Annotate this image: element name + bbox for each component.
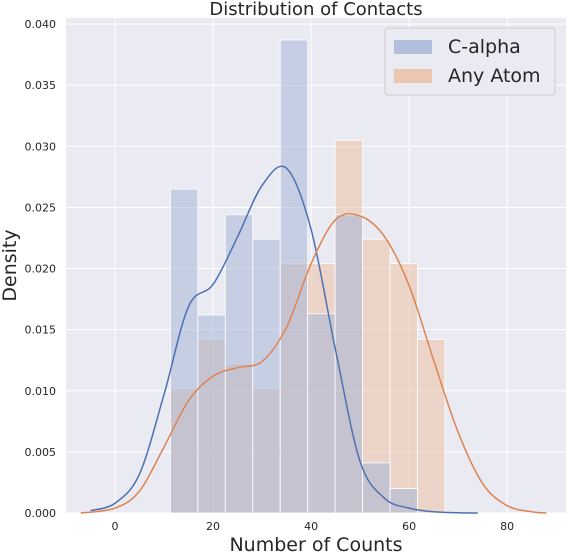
y-tick-label: 0.020 [25,263,57,276]
y-tick-label: 0.005 [25,446,57,459]
x-tick-label: 80 [500,520,514,533]
x-tick-label: 40 [304,520,318,533]
x-tick-label: 0 [112,520,119,533]
any-atom-kde-line [80,213,547,514]
legend-swatch-any-atom [394,69,432,83]
c-alpha-bar [224,214,254,514]
y-tick-label: 0.035 [25,79,57,92]
x-tick-labels: 0 20 40 60 80 [112,520,515,533]
c-alpha-bar [307,313,336,514]
y-axis-label: Density [0,229,21,301]
c-alpha-bars [170,39,418,514]
x-axis-label: Number of Counts [229,534,402,555]
x-tick-label: 60 [402,520,416,533]
legend: C-alpha Any Atom [384,27,556,96]
y-tick-label: 0.040 [25,18,57,31]
any-atom-bar [389,263,418,514]
y-tick-label: 0.000 [25,507,57,520]
c-alpha-bar [334,214,363,514]
any-atom-bar [417,339,446,514]
y-tick-label: 0.030 [25,140,57,153]
kde-curves [80,165,547,514]
c-alpha-bar [362,462,391,514]
c-alpha-bar [279,39,309,514]
y-tick-labels: 0.000 0.005 0.010 0.015 0.020 0.025 0.030 0.035… [25,18,57,520]
y-tick-label: 0.010 [25,385,57,398]
x-tick-label: 20 [206,520,220,533]
y-tick-label: 0.015 [25,324,57,337]
legend-label-c-alpha: C-alpha [448,36,521,58]
legend-swatch-c-alpha [394,40,432,54]
c-alpha-bar [197,314,226,514]
c-alpha-kde-line [90,165,478,514]
chart-title: Distribution of Contacts [209,0,422,20]
y-tick-label: 0.025 [25,201,57,214]
c-alpha-bar [252,238,281,514]
legend-label-any-atom: Any Atom [448,65,541,87]
